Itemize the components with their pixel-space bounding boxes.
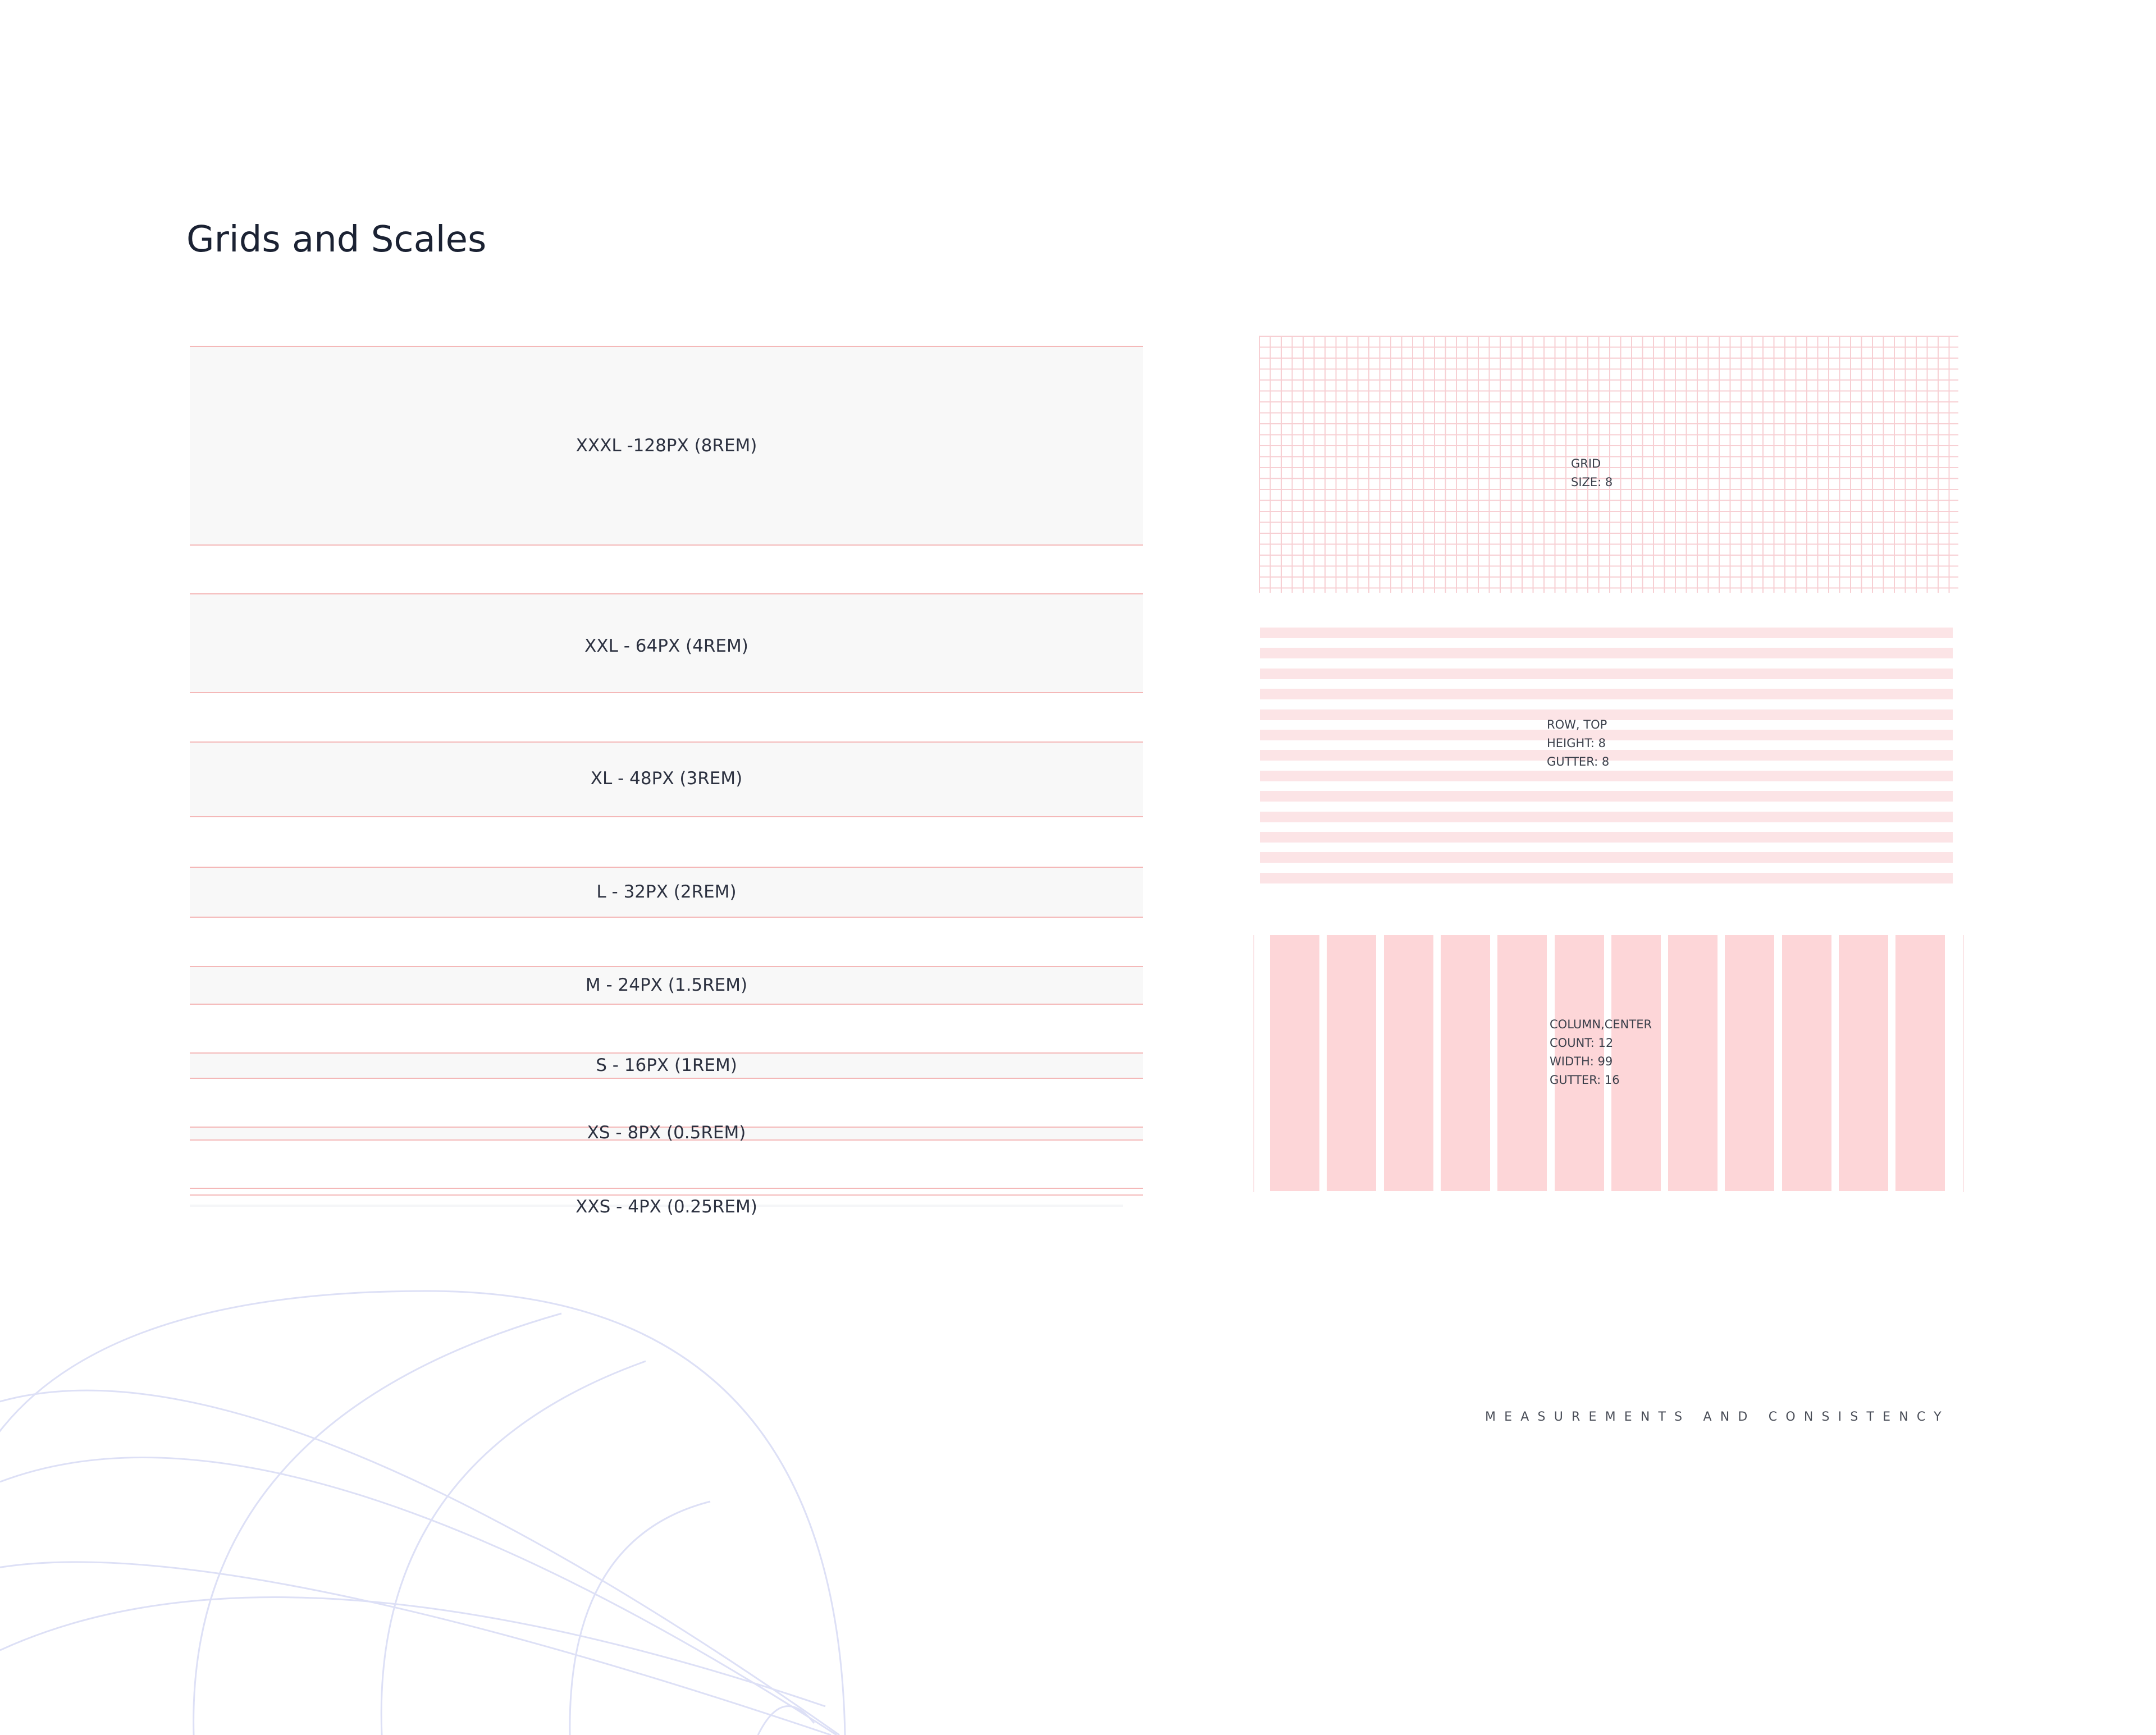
column-caption-line: WIDTH: 99 [1550,1055,1613,1068]
globe-arc [0,1290,846,1735]
row-stripe [1260,709,1953,720]
scale-band-xl [190,741,1143,817]
scale-label-xxxl: XXXL -128PX (8REM) [575,436,757,456]
scale-band-xxs [190,1188,1143,1196]
scale-band-m [190,966,1143,1005]
column-bar [1895,935,1945,1191]
row-layout-preview [1260,628,1953,883]
column-caption-line: COLUMN,CENTER [1550,1018,1652,1031]
globe-arc [757,1705,815,1735]
row-stripe [1260,872,1953,883]
scale-label-xs: XS - 8PX (0.5REM) [587,1123,746,1143]
grid-caption-line: SIZE: 8 [1571,475,1613,489]
column-bar [1383,935,1433,1191]
globe-illustration [0,1290,846,1735]
globe-arc [193,1312,562,1735]
row-stripe [1260,628,1953,638]
row-caption: ROW, TOP HEIGHT: 8 GUTTER: 8 [1547,716,1609,771]
scale-band-l [190,867,1143,918]
row-caption-line: GUTTER: 8 [1547,755,1610,768]
scale-label-xxl: XXL - 64PX (4REM) [584,636,748,656]
scale-band-xxs-fade [190,1205,1123,1207]
page-title: Grids and Scales [186,219,487,260]
scale-label-xl: XL - 48PX (3REM) [590,768,743,789]
column-bar [1668,935,1718,1191]
row-stripe [1260,852,1953,863]
row-stripe [1260,648,1953,659]
column-bar [1440,935,1490,1191]
column-bar [1497,935,1547,1191]
scale-band-xxxl [190,346,1143,546]
globe-arc [380,1360,646,1735]
scale-band-xs [190,1127,1143,1141]
column-caption: COLUMN,CENTER COUNT: 12 WIDTH: 99 GUTTER… [1550,1015,1652,1089]
globe-arc [0,1389,840,1735]
column-layout-preview [1253,935,1964,1192]
row-stripe [1260,811,1953,822]
scale-label-s: S - 16PX (1REM) [596,1055,737,1075]
column-bar [1270,935,1319,1191]
row-stripe [1260,832,1953,843]
scale-label-m: M - 24PX (1.5REM) [585,975,748,995]
globe-arc [0,1457,837,1735]
row-stripe [1260,791,1953,802]
spacing-scale: XXXL -128PX (8REM) XXL - 64PX (4REM) XL … [190,0,1143,1235]
column-bar [1611,935,1661,1191]
scale-band-xxl [190,593,1143,693]
column-bar [1725,935,1775,1191]
grid-caption: GRID SIZE: 8 [1571,455,1613,492]
row-caption-line: HEIGHT: 8 [1547,736,1606,750]
column-bar [1782,935,1831,1191]
row-stripe [1260,730,1953,740]
column-caption-line: GUTTER: 16 [1550,1073,1620,1087]
scale-label-l: L - 32PX (2REM) [596,882,737,902]
grid-caption-line: GRID [1571,457,1601,470]
globe-arc [0,1596,826,1707]
grid-layout-preview [1259,336,1958,593]
row-stripe [1260,750,1953,761]
scale-band-s [190,1052,1143,1079]
row-caption-line: ROW, TOP [1547,718,1607,731]
column-bar [1327,935,1377,1191]
scale-label-xxs: XXS - 4PX (0.25REM) [575,1197,757,1217]
globe-arc [569,1500,711,1735]
column-bar [1554,935,1604,1191]
column-bar [1839,935,1888,1191]
footer-caption: MEASUREMENTS AND CONSISTENCY [1485,1410,1950,1424]
row-stripe [1260,770,1953,781]
column-caption-line: COUNT: 12 [1550,1036,1614,1050]
globe-arc [0,1561,832,1735]
row-stripe [1260,668,1953,679]
row-stripe [1260,689,1953,700]
